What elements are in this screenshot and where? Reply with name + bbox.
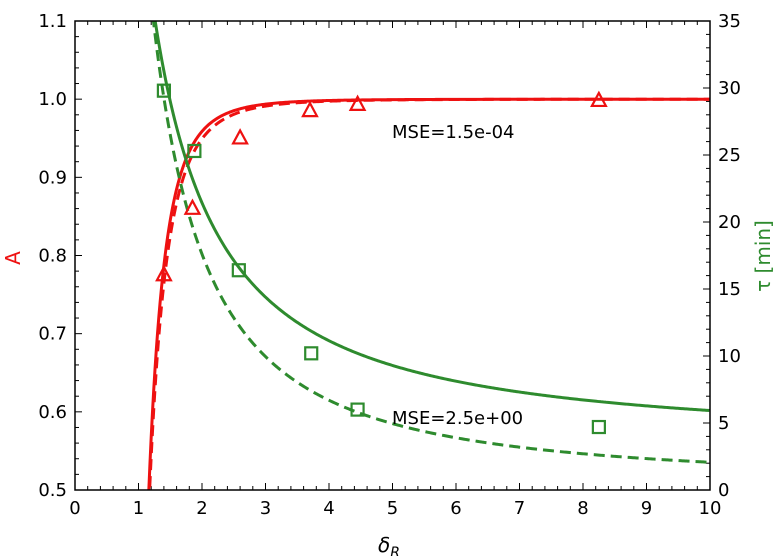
svg-text:δR: δR [378,533,400,556]
tau-square-point [591,419,606,435]
y-right-tick-label: 25 [718,145,741,166]
tau-square-point [156,83,171,98]
data-markers [155,83,608,435]
y-right-tick-label: 0 [718,480,729,501]
y-left-tick-label: 0.6 [38,402,67,423]
x-tick-label: 6 [450,498,461,519]
y-right-tick-label: 35 [718,11,741,32]
y-left-tick-label: 0.9 [38,167,67,188]
y-right-tick-label: 10 [718,346,741,367]
y-axis-label-right: τ [min] [751,220,775,292]
y-left-tick-label: 1.0 [38,89,67,110]
tau-fit-dashed [151,21,710,464]
plot-frame [74,20,711,491]
y-left-tick-label: 1.1 [38,11,67,32]
tau-square-point [350,402,365,417]
y-right-tick-label: 20 [718,212,741,233]
amplitude-triangle-point [590,90,608,108]
tau-square-point [187,143,202,159]
y-axis-label-left: A [1,251,25,265]
tau-square-point [304,346,319,361]
tick-labels: 0 1 2 3 4 5 6 7 8 9 10 0.5 0.6 0.7 0.8 0.9 1.0 1.1 0 5 10 15 2… [38,11,741,519]
y-right-tick-label: 5 [718,413,729,434]
x-tick-label: 4 [323,498,334,519]
x-tick-label: 2 [196,498,207,519]
amplitude-triangle-point [348,94,367,111]
amplitude-triangle-point [155,264,173,282]
tau-fit-solid [153,21,710,412]
amplitude-triangle-point [231,128,249,145]
x-tick-label: 1 [133,498,144,519]
y-left-tick-label: 0.7 [38,324,67,345]
x-tick-label: 7 [514,498,525,519]
fit-curves [147,21,710,490]
x-tick-label: 9 [641,498,652,519]
x-tick-label: 10 [699,498,722,519]
x-tick-label: 8 [577,498,588,519]
x-axis-label: δR [378,533,400,556]
y-left-tick-label: 0.5 [38,480,67,501]
amplitude-fit-solid [147,97,710,490]
amplitude-fit-dashed [148,97,710,490]
tau-square-point [231,263,246,278]
y-left-tick-label: 0.8 [38,246,67,267]
mse-annotation-amplitude: MSE=1.5e-04 [392,122,515,143]
x-tick-label: 3 [260,498,271,519]
mse-annotation-tau: MSE=2.5e+00 [392,408,523,429]
y-right-tick-label: 30 [718,78,741,99]
amplitude-triangle-point [301,100,319,118]
x-tick-label: 5 [387,498,398,519]
amplitude-triangle-point [183,198,202,215]
y-right-tick-label: 15 [718,279,741,300]
x-tick-label: 0 [69,498,80,519]
